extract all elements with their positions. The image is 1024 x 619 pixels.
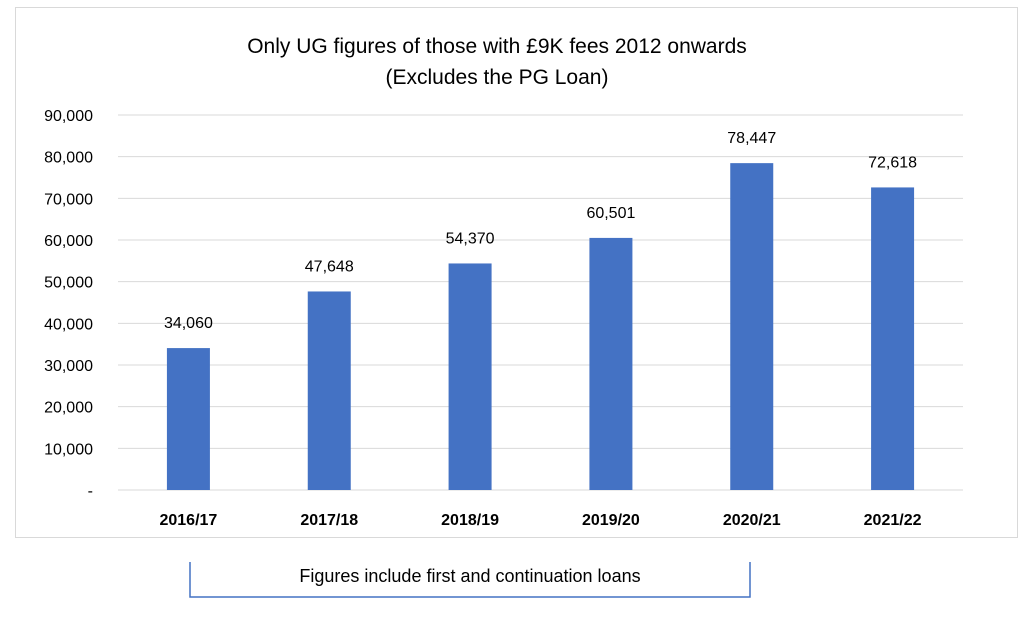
gridlines	[118, 114, 963, 491]
annotation: Figures include first and continuation l…	[189, 562, 751, 598]
annotation-text: Figures include first and continuation l…	[299, 566, 640, 586]
data-label: 54,370	[446, 230, 495, 247]
data-label: 47,648	[305, 258, 354, 275]
bar	[448, 263, 492, 490]
category-label: 2016/17	[159, 512, 217, 529]
category-label: 2018/19	[441, 512, 499, 529]
bar	[730, 163, 774, 490]
y-tick-label: 80,000	[44, 150, 93, 167]
data-label: 60,501	[586, 205, 635, 222]
data-label: 78,447	[727, 130, 776, 147]
bar	[166, 348, 210, 490]
x-axis-category-labels: 2016/17 2017/18 2018/19 2019/20 2020/21 2021/…	[159, 512, 921, 529]
y-tick-label: 10,000	[44, 441, 93, 458]
bars	[166, 163, 915, 491]
y-tick-label: 90,000	[44, 108, 93, 125]
annotation-bracket	[189, 562, 751, 598]
y-tick-label: -	[88, 483, 93, 500]
y-tick-label: 60,000	[44, 233, 93, 250]
category-label: 2019/20	[582, 512, 640, 529]
bar	[589, 237, 633, 490]
bar	[871, 187, 915, 491]
data-label: 72,618	[868, 154, 917, 171]
chart-title: Only UG figures of those with £9K fees 2…	[247, 35, 747, 89]
y-tick-label: 30,000	[44, 358, 93, 375]
chart-title-line-1: Only UG figures of those with £9K fees 2…	[247, 35, 747, 58]
y-tick-label: 20,000	[44, 400, 93, 417]
data-label: 34,060	[164, 315, 213, 332]
chart-title-line-2: (Excludes the PG Loan)	[386, 66, 609, 89]
category-label: 2021/22	[864, 512, 922, 529]
y-tick-label: 40,000	[44, 316, 93, 333]
data-labels: 34,060 47,648 54,370 60,501 78,447 72,618	[164, 130, 917, 332]
y-tick-label: 50,000	[44, 275, 93, 292]
bar	[307, 291, 351, 490]
y-axis-tick-labels: - 10,000 20,000 30,000 40,000 50,000 60,000 70,…	[44, 108, 93, 500]
category-label: 2020/21	[723, 512, 781, 529]
y-tick-label: 70,000	[44, 191, 93, 208]
category-label: 2017/18	[300, 512, 358, 529]
